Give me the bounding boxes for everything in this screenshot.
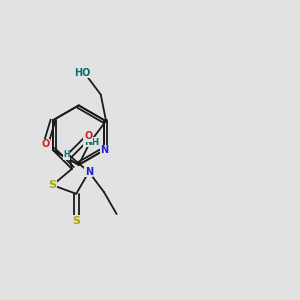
Text: H: H xyxy=(64,151,70,160)
Text: NH: NH xyxy=(84,138,99,147)
Text: O: O xyxy=(41,140,50,149)
Text: N: N xyxy=(100,145,109,155)
Text: O: O xyxy=(85,131,93,141)
Text: HO: HO xyxy=(74,68,91,78)
Text: S: S xyxy=(49,180,56,190)
Text: N: N xyxy=(100,145,109,155)
Text: S: S xyxy=(72,215,80,226)
Text: N: N xyxy=(85,167,93,177)
